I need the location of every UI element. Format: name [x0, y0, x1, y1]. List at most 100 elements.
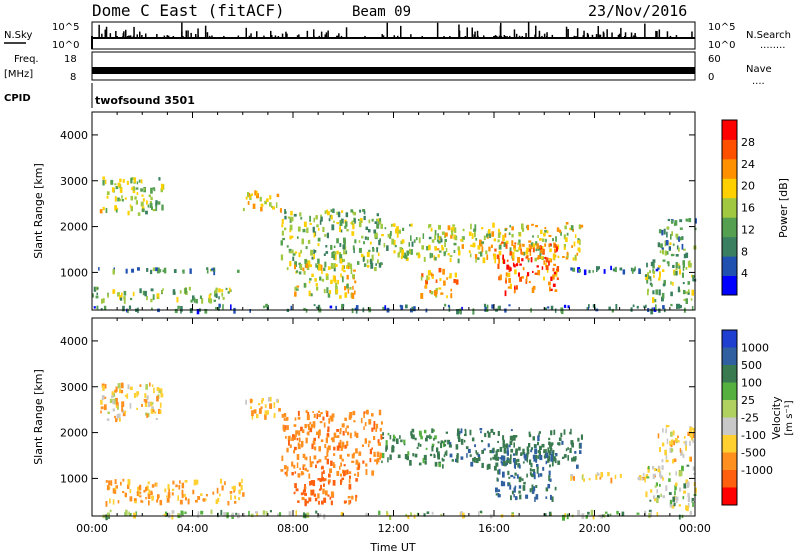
echo-cell: [137, 267, 140, 271]
echo-cell: [535, 454, 538, 461]
echo-cell: [546, 230, 549, 234]
echo-cell: [341, 210, 344, 213]
echo-cell: [470, 223, 472, 230]
echo-cell: [440, 238, 443, 243]
echo-cell: [130, 297, 133, 301]
echo-cell: [92, 293, 94, 298]
echo-cell: [529, 251, 532, 256]
echo-cell: [449, 441, 452, 445]
echo-cell: [501, 461, 505, 466]
echo-cell: [155, 417, 158, 420]
echo-cell: [681, 465, 684, 472]
echo-cell: [141, 208, 145, 213]
echo-cell: [336, 222, 339, 225]
echo-cell: [127, 479, 131, 485]
echo-cell: [520, 452, 523, 456]
nsky-spike: [583, 30, 585, 37]
echo-cell: [324, 261, 327, 268]
echo-cell: [308, 473, 311, 479]
echo-cell: [479, 510, 483, 513]
echo-cell: [592, 270, 594, 273]
echo-cell: [685, 267, 688, 270]
echo-cell: [317, 304, 321, 309]
echo-cell: [473, 456, 476, 463]
echo-cell: [180, 306, 183, 312]
echo-cell: [487, 463, 491, 470]
echo-cell: [551, 453, 555, 457]
echo-cell: [341, 423, 345, 428]
freq-label-line2: [MHz]: [4, 69, 33, 80]
echo-cell: [677, 435, 679, 439]
nsky-spike: [624, 32, 627, 37]
echo-cell: [151, 206, 153, 210]
echo-cell: [329, 496, 332, 500]
nsky-spike: [535, 25, 537, 37]
echo-cell: [609, 513, 612, 517]
echo-cell: [670, 234, 672, 240]
echo-cell: [569, 447, 572, 453]
echo-cell: [657, 433, 660, 439]
echo-cell: [96, 287, 99, 290]
echo-cell: [286, 425, 289, 430]
echo-cell: [102, 179, 105, 186]
colorbar-swatch: [722, 487, 737, 506]
echo-cell: [339, 466, 341, 470]
colorbar-tick-label: 16: [741, 202, 755, 215]
echo-cell: [305, 246, 308, 250]
echo-cell: [429, 435, 433, 439]
colorbar-tick-label: 1000: [741, 342, 769, 355]
echo-cell: [118, 417, 121, 422]
echo-cell: [314, 250, 317, 253]
echo-cell: [288, 440, 290, 446]
echo-cell: [461, 244, 464, 249]
echo-cell: [648, 512, 651, 518]
echo-cell: [667, 261, 670, 267]
echo-cell: [213, 299, 216, 302]
nsky-spike: [464, 36, 467, 37]
echo-cell: [364, 422, 367, 427]
echo-cell: [661, 230, 664, 236]
nsky-spike: [509, 35, 511, 37]
echo-cell: [260, 207, 263, 212]
echo-cell: [577, 437, 580, 442]
echo-cell: [437, 441, 440, 444]
echo-cell: [611, 308, 614, 313]
echo-cell: [656, 495, 660, 499]
nave-dots: ....: [752, 76, 765, 87]
echo-cell: [448, 444, 452, 448]
colorbar-swatch: [722, 347, 737, 366]
echo-cell: [596, 266, 598, 272]
nsky-spike: [483, 35, 485, 37]
echo-cell: [539, 445, 542, 450]
echo-cell: [509, 435, 513, 440]
echo-cell: [292, 253, 296, 256]
echo-cell: [171, 510, 175, 514]
echo-cell: [249, 398, 253, 404]
echo-cell: [351, 495, 354, 500]
echo-cell: [469, 429, 472, 436]
echo-cell: [330, 460, 333, 466]
echo-cell: [492, 456, 496, 460]
echo-cell: [369, 241, 372, 245]
echo-cell: [669, 499, 673, 505]
echo-cell: [231, 512, 234, 518]
echo-cell: [420, 435, 423, 440]
echo-cell: [647, 272, 649, 276]
echo-cell: [464, 433, 467, 437]
echo-cell: [444, 303, 447, 307]
echo-cell: [356, 467, 360, 471]
echo-cell: [486, 233, 489, 238]
nsky-spike: [541, 35, 543, 37]
echo-cell: [304, 498, 307, 505]
echo-cell: [114, 183, 117, 186]
echo-cell: [195, 499, 198, 503]
echo-cell: [544, 307, 547, 311]
echo-cell: [538, 431, 541, 434]
echo-cell: [632, 304, 635, 308]
echo-cell: [576, 464, 579, 469]
echo-cell: [537, 246, 541, 251]
echo-cell: [437, 248, 440, 251]
echo-cell: [571, 474, 574, 480]
echo-cell: [682, 282, 685, 285]
echo-cell: [692, 276, 694, 282]
